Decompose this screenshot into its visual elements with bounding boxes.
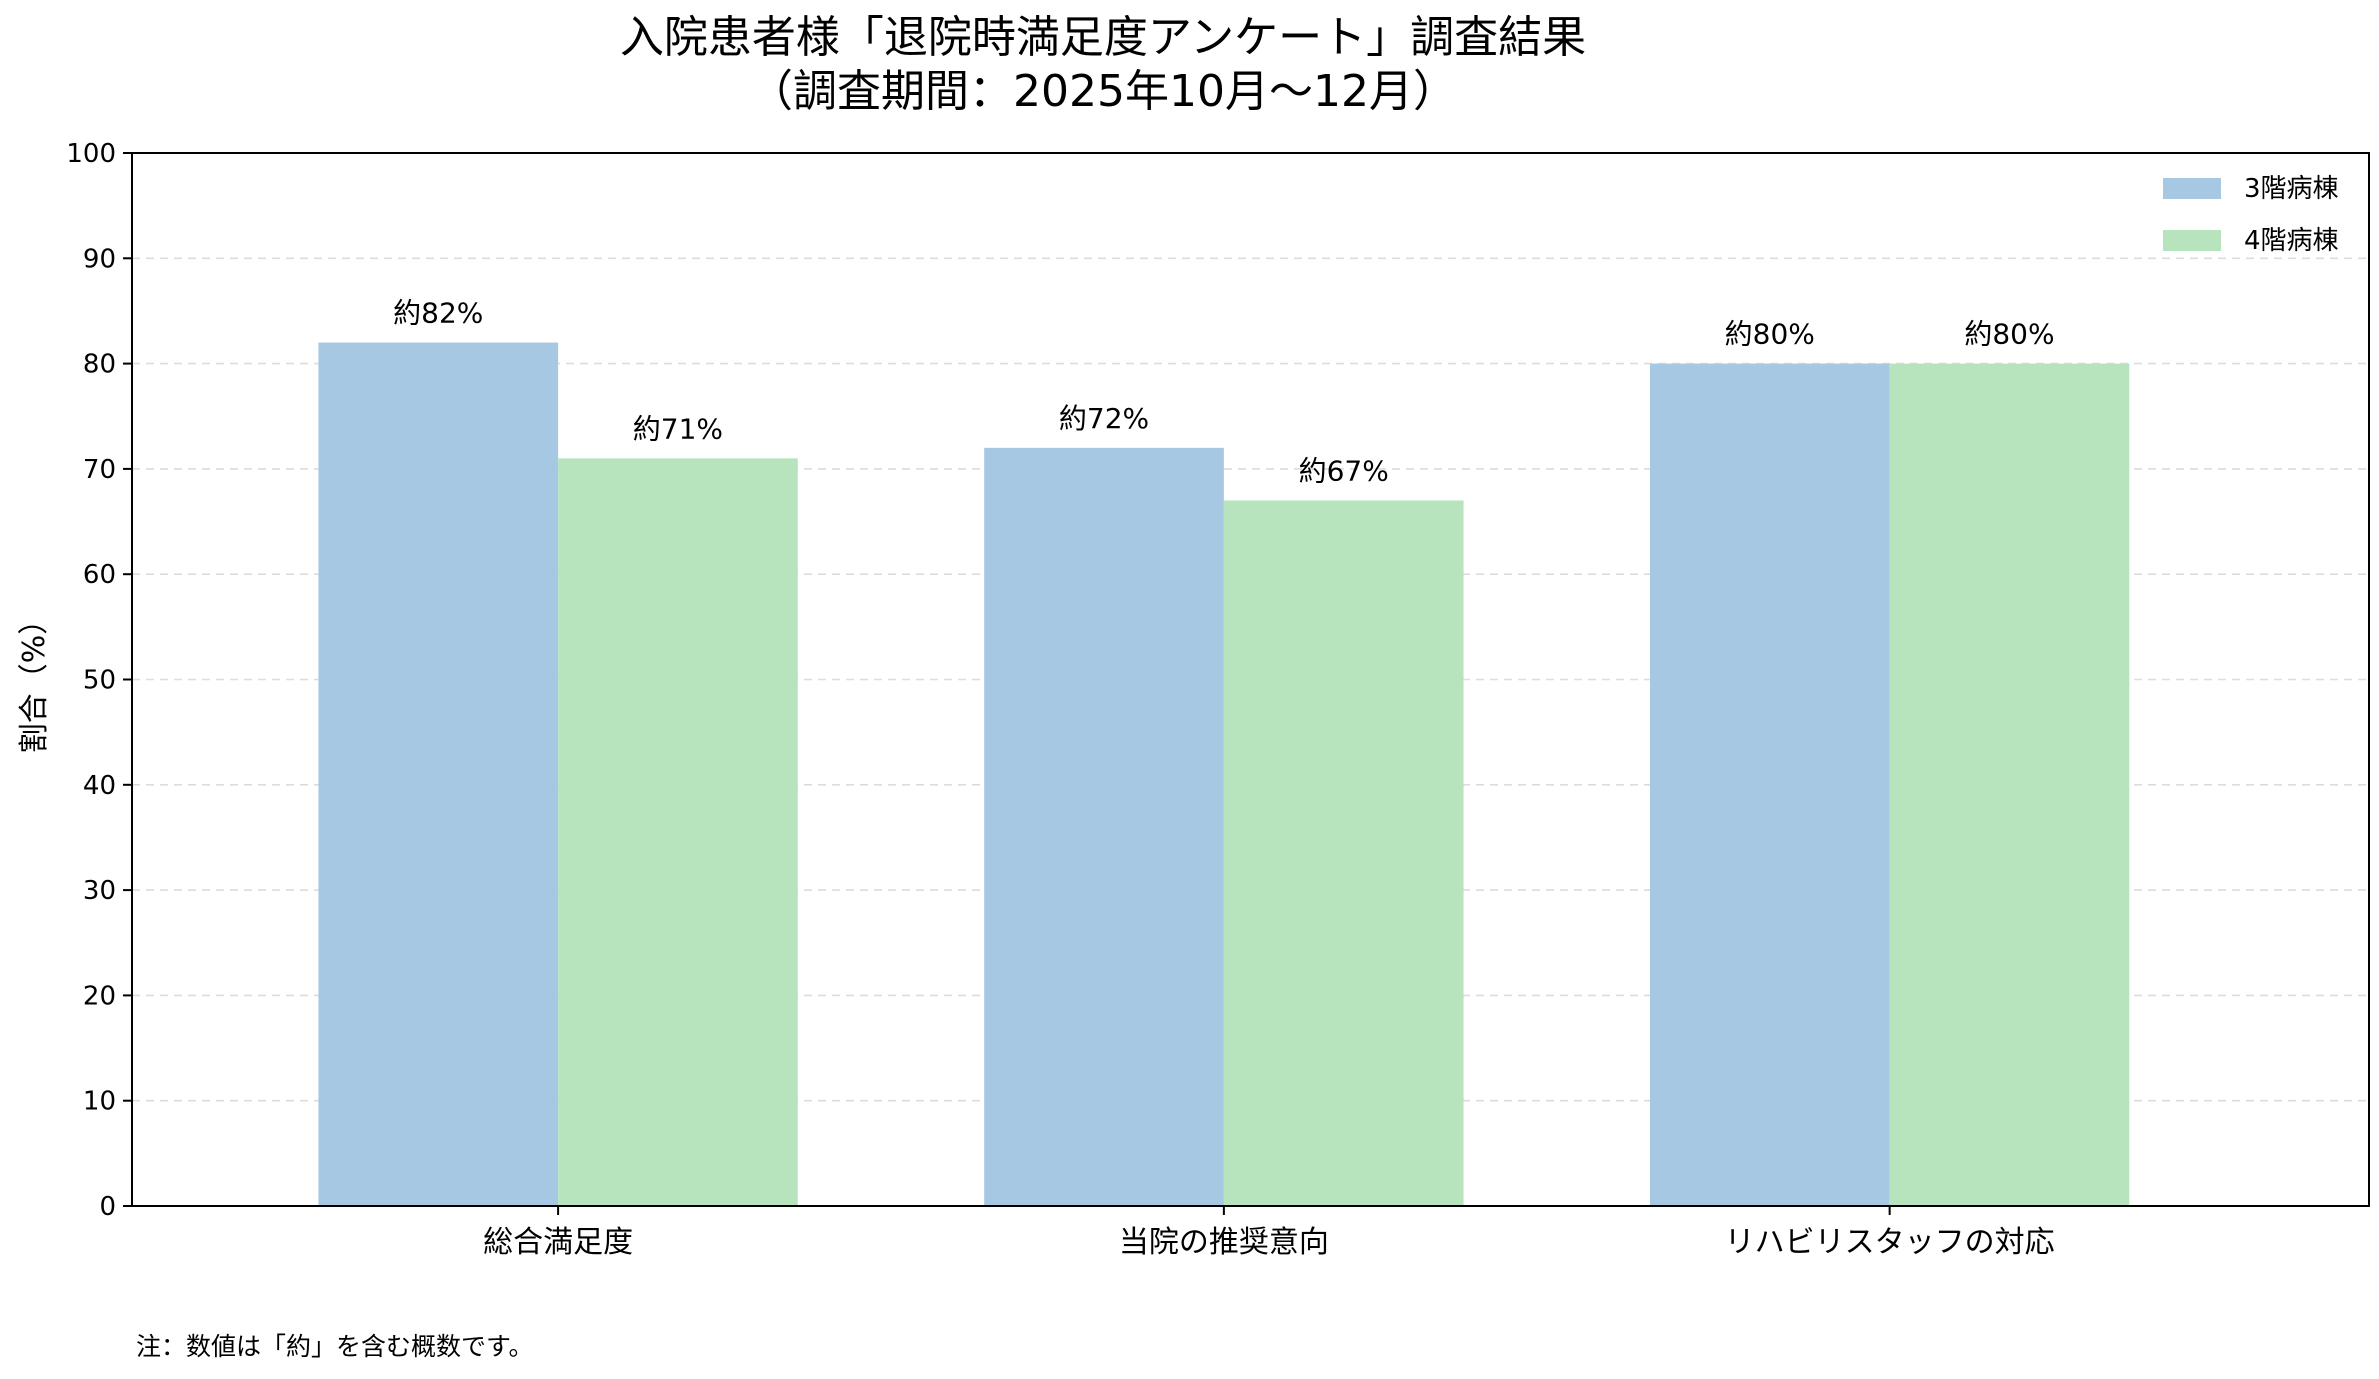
y-tick-label: 100 [66,139,116,169]
legend-label: 3階病棟 [2244,174,2339,204]
y-tick-label: 60 [83,560,116,590]
chart-title-line-1: 入院患者様「退院時満足度アンケート」調査結果 [620,12,1586,63]
chart-title: 入院患者様「退院時満足度アンケート」調査結果 （調査期間：2025年10月〜12… [620,12,1586,117]
x-tick-label: 当院の推奨意向 [1119,1225,1329,1260]
legend: 3階病棟 4階病棟 [2163,174,2339,256]
legend-label: 4階病棟 [2244,226,2339,256]
y-axis-ticks: 0 10 20 30 40 50 60 70 80 90 100 [66,139,132,1222]
bar-series2 [1889,363,2130,1207]
footnote: 注：数値は「約」を含む概数です。 [136,1332,534,1361]
data-labels: 約82% 約72% 約80% 約71% 約67% 約80% [393,297,2054,488]
y-tick-label: 0 [99,1192,116,1222]
x-tick-label: 総合満足度 [483,1225,633,1260]
y-tick-label: 90 [83,244,116,274]
bar-series1 [984,447,1224,1207]
y-tick-label: 70 [83,455,116,485]
y-tick-label: 10 [83,1087,116,1117]
y-tick-label: 30 [83,876,116,906]
x-tick-label: リハビリスタッフの対応 [1725,1225,2055,1260]
bar-series1 [1649,363,1890,1207]
data-label: 約67% [1299,454,1389,487]
y-tick-label: 40 [83,771,116,801]
bars [318,342,2130,1207]
data-label: 約80% [1725,318,1815,351]
legend-swatch [2163,178,2221,199]
y-tick-label: 20 [83,981,116,1011]
legend-swatch [2163,230,2221,251]
y-tick-label: 50 [83,666,116,696]
bar-series2 [1223,500,1464,1206]
y-tick-label: 80 [83,350,116,380]
x-axis-ticks: 総合満足度 当院の推奨意向 リハビリスタッフの対応 [483,1206,2055,1260]
bar-series2 [558,458,798,1206]
data-label: 約80% [1964,318,2054,351]
data-label: 約82% [393,297,483,330]
chart-title-line-2: （調査期間：2025年10月〜12月） [749,66,1457,117]
bar-series1 [318,342,559,1206]
data-label: 約71% [633,412,723,445]
y-axis-label: 割合（%） [17,605,52,754]
data-label: 約72% [1059,402,1149,435]
